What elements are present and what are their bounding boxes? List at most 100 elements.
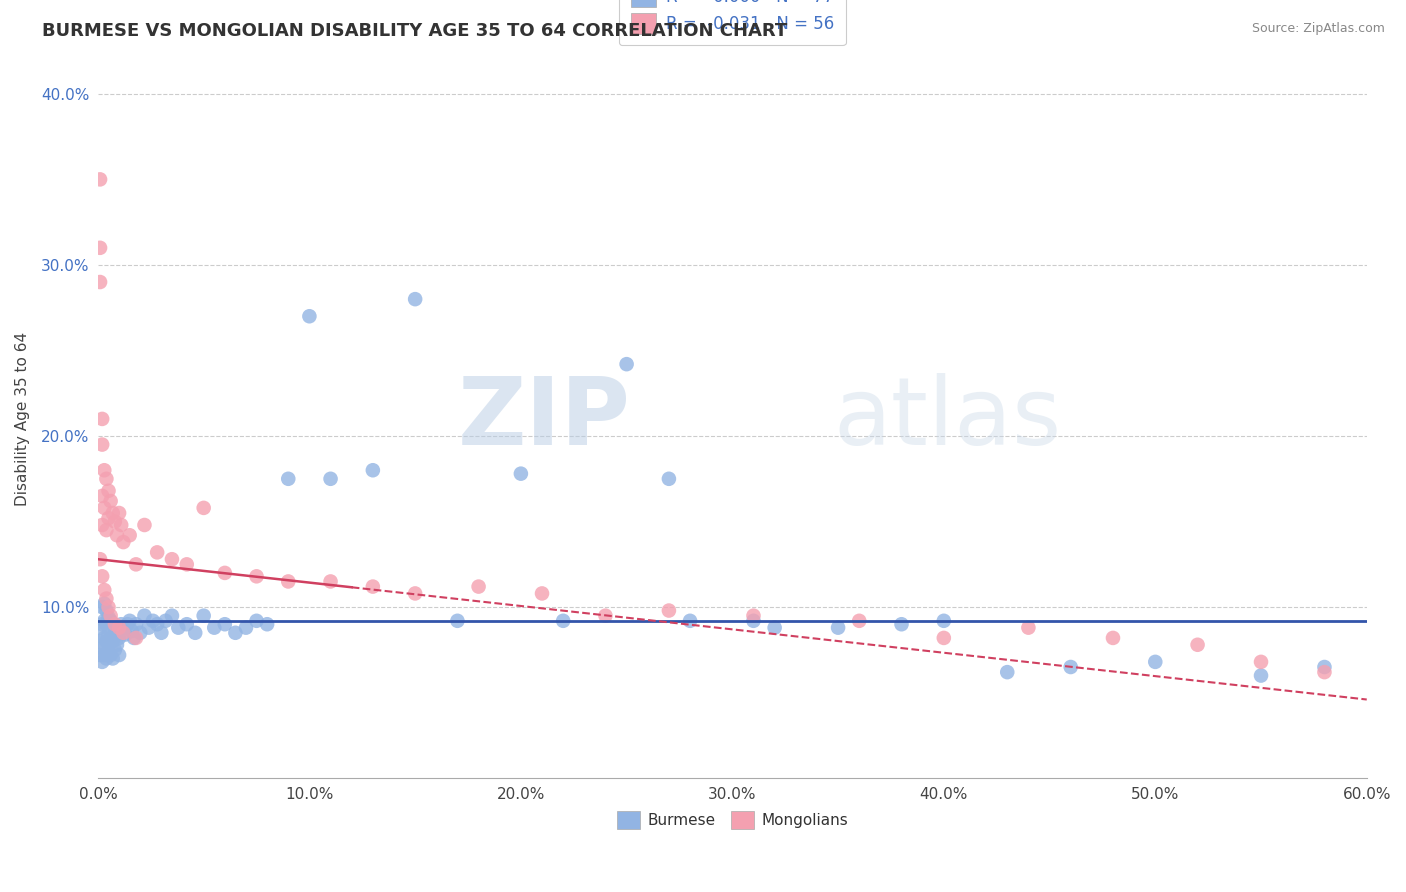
Point (361, 463, 384, 477)
Point (91, 655, 114, 669)
Point (114, 627, 136, 641)
Point (89, 241, 111, 255)
Point (93, 597, 115, 611)
Point (108, 506, 131, 520)
Point (93, 614, 115, 628)
Point (91, 412, 114, 426)
Point (112, 625, 135, 640)
Point (616, 357, 638, 371)
Point (404, 586, 426, 600)
Point (134, 518, 156, 533)
Point (108, 631, 131, 645)
Point (202, 621, 225, 635)
Point (125, 617, 148, 632)
Point (142, 614, 165, 628)
Text: BURMESE VS MONGOLIAN DISABILITY AGE 35 TO 64 CORRELATION CHART: BURMESE VS MONGOLIAN DISABILITY AGE 35 T… (42, 22, 787, 40)
Point (89, 634, 111, 648)
Point (104, 515, 127, 529)
Point (112, 621, 135, 635)
Point (742, 608, 765, 623)
Point (298, 310, 321, 324)
Point (679, 614, 702, 628)
Point (96, 634, 118, 648)
Point (97, 627, 120, 641)
Point (104, 625, 127, 640)
Point (89, 621, 111, 635)
Point (995, 665, 1018, 680)
Point (89, 275, 111, 289)
Point (595, 608, 617, 623)
Point (121, 624, 143, 638)
Point (89, 172, 111, 186)
Point (101, 634, 124, 648)
Point (150, 625, 173, 640)
Point (89, 552, 111, 566)
Point (890, 617, 912, 632)
Point (214, 566, 236, 580)
Point (104, 643, 127, 657)
Point (93, 500, 115, 515)
Point (134, 608, 156, 623)
Point (235, 621, 257, 635)
Point (176, 617, 198, 632)
Point (167, 621, 190, 635)
Point (404, 292, 426, 306)
Point (277, 472, 299, 486)
Point (97, 511, 120, 525)
Point (91, 437, 114, 451)
Point (97, 600, 120, 615)
Point (1187, 638, 1209, 652)
Text: Source: ZipAtlas.com: Source: ZipAtlas.com (1251, 22, 1385, 36)
Point (146, 617, 169, 632)
Point (91, 617, 114, 632)
Point (101, 506, 124, 520)
Point (101, 617, 124, 632)
Point (184, 625, 207, 640)
Point (160, 552, 183, 566)
Point (100, 648, 122, 662)
Point (1144, 655, 1167, 669)
Point (361, 580, 384, 594)
Point (117, 617, 139, 632)
Point (93, 463, 115, 477)
Point (214, 617, 236, 632)
Point (1250, 668, 1272, 682)
Point (91, 518, 114, 533)
Point (97, 645, 120, 659)
Point (658, 472, 681, 486)
Point (742, 614, 765, 628)
Point (319, 574, 342, 589)
Point (118, 528, 141, 542)
Point (1102, 631, 1125, 645)
Point (125, 631, 148, 645)
Point (1313, 660, 1336, 674)
Point (100, 631, 122, 645)
Point (105, 638, 128, 652)
Point (91, 569, 114, 583)
Point (108, 621, 131, 635)
Point (100, 608, 122, 623)
Point (763, 621, 786, 635)
Point (193, 500, 215, 515)
Point (245, 569, 267, 583)
Point (848, 614, 870, 628)
Point (91, 489, 114, 503)
Point (553, 614, 575, 628)
Point (176, 558, 198, 572)
Point (91, 641, 114, 656)
Point (658, 603, 681, 617)
Point (96, 617, 118, 632)
Point (193, 608, 215, 623)
Legend: Burmese, Mongolians: Burmese, Mongolians (610, 805, 853, 835)
Point (96, 591, 118, 606)
Point (93, 631, 115, 645)
Point (146, 545, 169, 559)
Point (1250, 655, 1272, 669)
Point (1313, 665, 1336, 680)
Point (96, 472, 118, 486)
Point (932, 614, 955, 628)
Point (96, 603, 118, 617)
Point (108, 648, 131, 662)
Point (89, 648, 111, 662)
Point (91, 600, 114, 615)
